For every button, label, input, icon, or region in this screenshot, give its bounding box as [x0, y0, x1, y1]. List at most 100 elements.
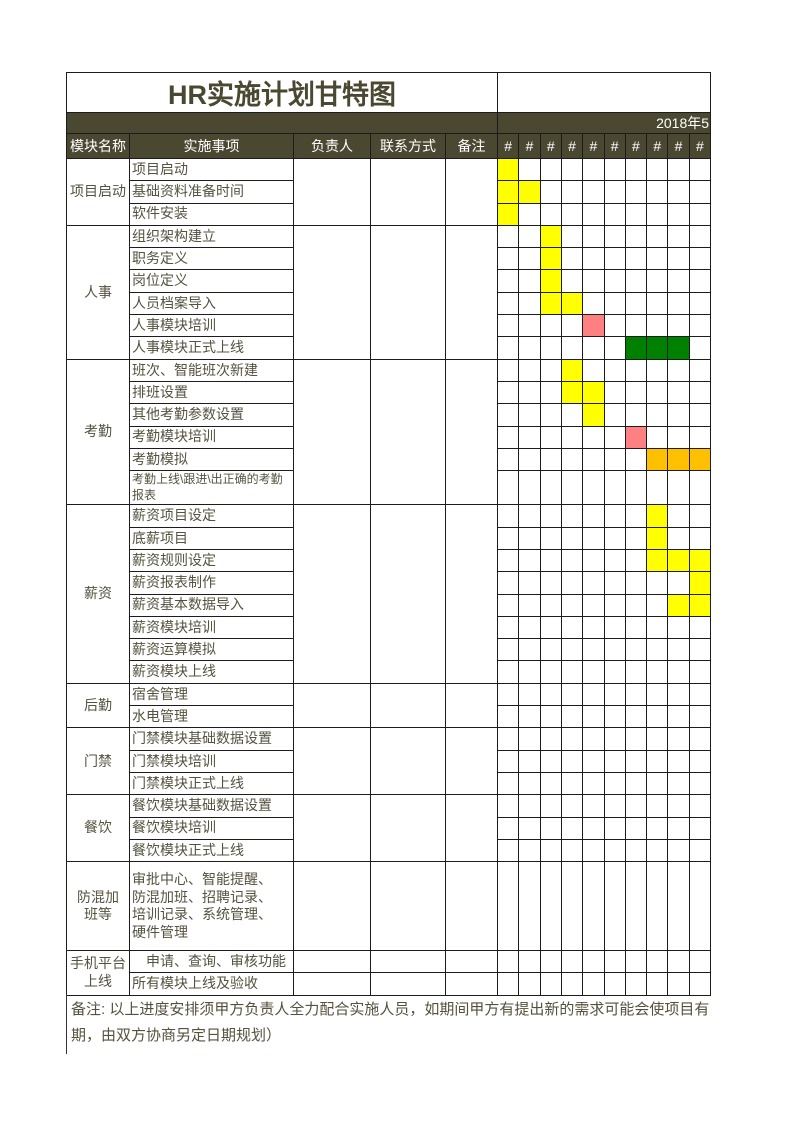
gantt-cell[interactable] — [560, 705, 584, 729]
gantt-cell[interactable] — [646, 660, 669, 684]
gantt-cell[interactable] — [624, 950, 648, 974]
gantt-cell[interactable] — [539, 526, 562, 550]
gantt-cell[interactable] — [688, 950, 712, 974]
task-cell[interactable]: 职务定义 — [129, 247, 294, 271]
gantt-cell[interactable] — [624, 682, 648, 707]
gantt-cell[interactable] — [539, 425, 562, 449]
gantt-cell[interactable] — [582, 526, 605, 550]
owner-cell[interactable] — [293, 504, 371, 684]
gantt-cell[interactable] — [582, 571, 605, 595]
task-cell[interactable]: 班次、智能班次新建 — [129, 358, 294, 382]
month-band-left-cell[interactable] — [65, 112, 499, 134]
gantt-cell[interactable] — [603, 638, 626, 662]
gantt-cell[interactable] — [688, 314, 712, 338]
gantt-cell[interactable] — [518, 202, 541, 226]
gantt-cell[interactable] — [646, 705, 669, 729]
gantt-bar-cell[interactable] — [688, 447, 712, 472]
gantt-cell[interactable] — [560, 771, 584, 796]
gantt-cell[interactable] — [582, 247, 605, 271]
note-cell[interactable] — [444, 794, 499, 863]
gantt-cell[interactable] — [539, 861, 562, 952]
gantt-cell[interactable] — [603, 425, 626, 449]
gantt-cell[interactable] — [603, 291, 626, 316]
gantt-cell[interactable] — [582, 615, 605, 640]
gantt-cell[interactable] — [582, 157, 605, 182]
gantt-cell[interactable] — [582, 291, 605, 316]
gantt-cell[interactable] — [667, 314, 690, 338]
gantt-cell[interactable] — [688, 816, 712, 840]
day-column-header[interactable]: # — [539, 133, 562, 159]
gantt-cell[interactable] — [518, 593, 541, 617]
task-cell[interactable]: 餐饮模块培训 — [129, 816, 294, 840]
gantt-cell[interactable] — [560, 593, 584, 617]
title-side-cell[interactable] — [497, 72, 712, 113]
gantt-cell[interactable] — [539, 571, 562, 595]
gantt-cell[interactable] — [582, 727, 605, 751]
task-cell[interactable]: 餐饮模块基础数据设置 — [129, 794, 294, 818]
note-cell[interactable] — [444, 682, 499, 729]
gantt-cell[interactable] — [688, 771, 712, 796]
day-column-header[interactable]: # — [667, 133, 690, 159]
gantt-cell[interactable] — [560, 526, 584, 550]
gantt-cell[interactable] — [582, 447, 605, 472]
gantt-cell[interactable] — [539, 950, 562, 974]
gantt-cell[interactable] — [646, 269, 669, 293]
gantt-cell[interactable] — [497, 972, 520, 996]
gantt-cell[interactable] — [518, 247, 541, 271]
gantt-cell[interactable] — [582, 972, 605, 996]
gantt-cell[interactable] — [497, 593, 520, 617]
gantt-cell[interactable] — [497, 380, 520, 405]
gantt-cell[interactable] — [582, 705, 605, 729]
gantt-cell[interactable] — [603, 861, 626, 952]
gantt-cell[interactable] — [624, 705, 648, 729]
gantt-cell[interactable] — [688, 224, 712, 249]
gantt-cell[interactable] — [560, 749, 584, 773]
gantt-cell[interactable] — [497, 615, 520, 640]
contact-cell[interactable] — [370, 358, 446, 506]
gantt-cell[interactable] — [582, 224, 605, 249]
gantt-cell[interactable] — [688, 526, 712, 550]
gantt-cell[interactable] — [497, 571, 520, 595]
gantt-cell[interactable] — [667, 202, 690, 226]
gantt-cell[interactable] — [688, 403, 712, 427]
gantt-cell[interactable] — [603, 794, 626, 818]
gantt-cell[interactable] — [624, 291, 648, 316]
gantt-cell[interactable] — [497, 291, 520, 316]
gantt-bar-cell[interactable] — [688, 593, 712, 617]
owner-cell[interactable] — [293, 861, 371, 952]
gantt-cell[interactable] — [560, 247, 584, 271]
note-cell[interactable] — [444, 861, 499, 952]
task-cell[interactable]: 宿舍管理 — [129, 682, 294, 707]
gantt-cell[interactable] — [688, 504, 712, 528]
gantt-cell[interactable] — [624, 358, 648, 382]
gantt-cell[interactable] — [560, 157, 584, 182]
module-name-cell[interactable]: 手机平台 上线 — [66, 950, 130, 996]
gantt-cell[interactable] — [582, 202, 605, 226]
note-cell[interactable] — [444, 224, 499, 360]
gantt-cell[interactable] — [688, 247, 712, 271]
gantt-cell[interactable] — [560, 638, 584, 662]
task-cell[interactable]: 薪资模块上线 — [129, 660, 294, 684]
gantt-cell[interactable] — [603, 571, 626, 595]
note-cell[interactable] — [444, 972, 499, 996]
gantt-cell[interactable] — [603, 314, 626, 338]
gantt-bar-cell[interactable] — [497, 202, 520, 226]
gantt-cell[interactable] — [603, 660, 626, 684]
gantt-cell[interactable] — [582, 816, 605, 840]
gantt-cell[interactable] — [582, 358, 605, 382]
module-name-cell[interactable]: 薪资 — [66, 504, 130, 684]
gantt-cell[interactable] — [497, 727, 520, 751]
task-cell[interactable]: 考勤模拟 — [129, 447, 294, 472]
task-cell[interactable]: 所有模块上线及验收 — [129, 972, 294, 996]
gantt-cell[interactable] — [624, 380, 648, 405]
gantt-bar-cell[interactable] — [539, 269, 562, 293]
gantt-cell[interactable] — [518, 861, 541, 952]
gantt-cell[interactable] — [624, 838, 648, 863]
owner-cell[interactable] — [293, 224, 371, 360]
gantt-cell[interactable] — [667, 660, 690, 684]
day-column-header[interactable]: # — [582, 133, 605, 159]
task-cell[interactable]: 薪资模块培训 — [129, 615, 294, 640]
gantt-cell[interactable] — [688, 972, 712, 996]
task-cell[interactable]: 薪资规则设定 — [129, 548, 294, 573]
task-cell[interactable]: 考勤上线\跟进\出正确的考勤报表 — [129, 470, 294, 506]
